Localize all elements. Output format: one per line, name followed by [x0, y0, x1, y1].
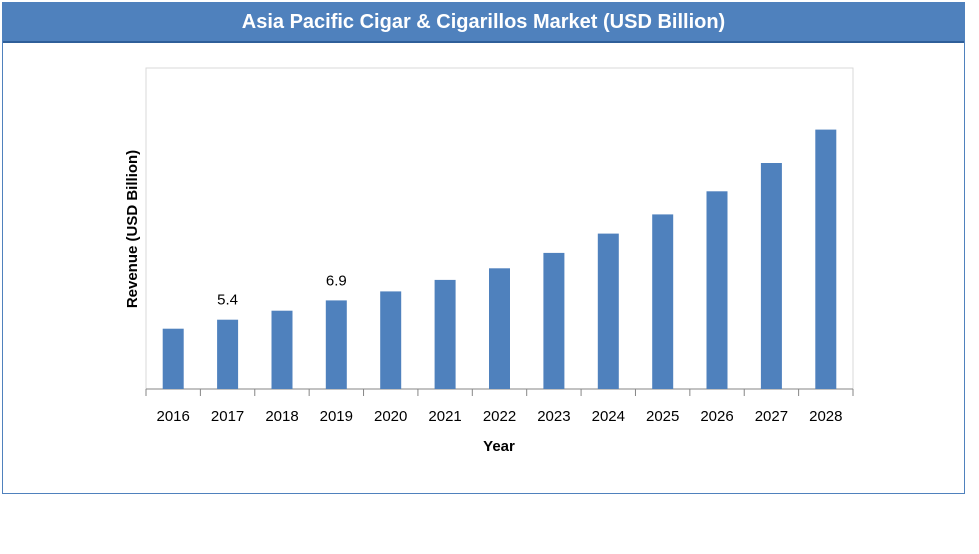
- x-tick-label-2027: 2027: [755, 408, 788, 425]
- bar-2025: [652, 214, 674, 389]
- data-label-2017: 5.4: [217, 292, 238, 309]
- bar-2020: [380, 291, 402, 389]
- bar-2024: [597, 233, 619, 389]
- x-tick-label-2016: 2016: [157, 408, 190, 425]
- x-tick-label-2028: 2028: [809, 408, 842, 425]
- x-axis-label: Year: [483, 438, 515, 455]
- x-tick-label-2023: 2023: [537, 408, 570, 425]
- y-axis-label: Revenue (USD Billion): [124, 150, 141, 308]
- x-tick-label-2021: 2021: [428, 408, 461, 425]
- data-label-2019: 6.9: [326, 272, 347, 289]
- x-tick-label-2022: 2022: [483, 408, 516, 425]
- bar-2021: [434, 279, 456, 389]
- x-tick-label-2025: 2025: [646, 408, 679, 425]
- bar-2019: [325, 300, 347, 389]
- x-tick-label-2024: 2024: [592, 408, 625, 425]
- bar-2023: [543, 252, 565, 389]
- x-tick-label-2020: 2020: [374, 408, 407, 425]
- bar-2028: [815, 129, 837, 389]
- bar-2026: [706, 191, 728, 389]
- bar-2016: [162, 328, 184, 389]
- bar-2018: [271, 310, 293, 389]
- bar-2027: [760, 163, 782, 389]
- x-tick-label-2026: 2026: [700, 408, 733, 425]
- x-tick-label-2019: 2019: [320, 408, 353, 425]
- bar-2022: [489, 268, 510, 389]
- chart-title: Asia Pacific Cigar & Cigarillos Market (…: [3, 3, 964, 43]
- x-tick-label-2017: 2017: [211, 408, 244, 425]
- bar-2017: [217, 319, 239, 389]
- x-tick-label-2018: 2018: [265, 408, 298, 425]
